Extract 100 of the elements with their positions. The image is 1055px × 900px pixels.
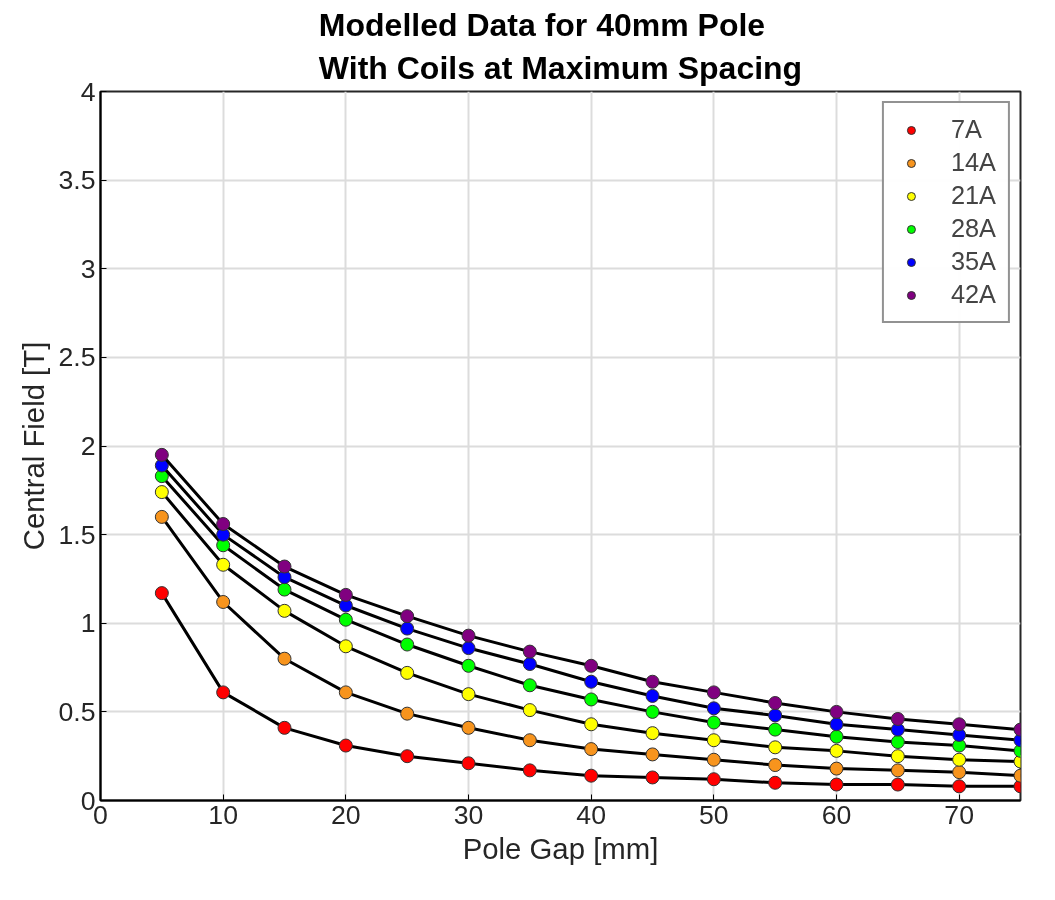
point [706,701,721,716]
point [522,763,537,778]
point [461,628,476,643]
point [584,768,599,783]
y-axis-title: Central Field [T] [17,341,51,551]
point [461,756,476,771]
point [829,761,844,776]
point [400,637,415,652]
point [890,735,905,749]
y-tick-label: 3.5 [58,165,96,196]
point [706,733,721,748]
point [461,720,476,735]
point [645,704,660,719]
point [584,674,599,689]
y-tick-label: 2.5 [58,342,96,373]
point [277,603,292,618]
y-tick-label: 3 [80,253,96,284]
legend-label: 35A [950,247,996,276]
point [154,447,169,462]
point [216,594,231,609]
point [400,621,415,636]
point [277,651,292,666]
point [277,559,292,574]
point [584,742,599,757]
x-tick-label: 50 [699,799,729,830]
point [338,685,353,700]
point [216,685,231,700]
point [706,772,721,787]
x-axis-title: Pole Gap [mm] [462,831,659,865]
x-tick-label: 40 [576,799,606,830]
point [522,703,537,718]
point [952,717,967,732]
x-tick-label: 70 [944,799,974,830]
point [522,657,537,671]
point [706,752,721,767]
point [768,758,783,773]
y-tick-label: 0.5 [58,696,96,727]
legend-label: 28A [950,214,996,243]
point [706,685,721,700]
point [522,678,537,693]
point [768,708,783,723]
point [952,752,967,767]
point [277,582,292,597]
x-tick-label: 60 [821,799,852,830]
point [154,509,169,524]
point [522,733,537,748]
point [829,704,844,719]
y-tick-label: 4 [80,76,96,107]
point [645,747,660,762]
point [338,612,353,627]
point [338,639,353,654]
point [645,726,660,741]
point [829,743,844,758]
legend-label: 42A [950,280,996,309]
x-tick-label: 10 [208,799,238,830]
point [952,779,967,794]
point [584,658,599,673]
point [645,770,660,785]
legend-label: 7A [950,115,982,144]
point [645,688,660,703]
point [461,658,476,673]
point [645,674,660,689]
point [829,777,844,792]
legend-label: 14A [950,148,996,177]
point [216,517,231,531]
x-tick-label: 20 [331,799,361,830]
y-tick-label: 1.5 [58,519,96,550]
point [952,765,967,780]
x-tick-label: 30 [453,799,484,830]
point [890,749,905,764]
point [890,777,905,792]
point [890,763,905,778]
y-tick-label: 1 [80,608,96,639]
point [584,717,599,732]
point [461,687,476,702]
point [584,692,599,707]
point [768,722,783,737]
chart-title: Modelled Data for 40mm Pole With Coils at Maximum Spacing [318,7,803,87]
y-tick-label: 2 [80,431,96,461]
point [277,570,292,585]
point [216,557,231,572]
point [829,717,844,732]
point [522,644,537,659]
point [338,738,353,753]
point [461,641,476,656]
legend-label: 21A [950,181,996,210]
point [400,706,415,721]
point [154,485,169,500]
point [338,587,353,602]
point [890,711,905,726]
point [768,740,783,755]
point [768,775,783,790]
point [768,696,783,710]
point [400,609,415,624]
point [400,749,415,764]
point [706,715,721,730]
point [829,729,844,744]
point [277,720,292,735]
point [154,586,169,601]
point [400,665,415,680]
